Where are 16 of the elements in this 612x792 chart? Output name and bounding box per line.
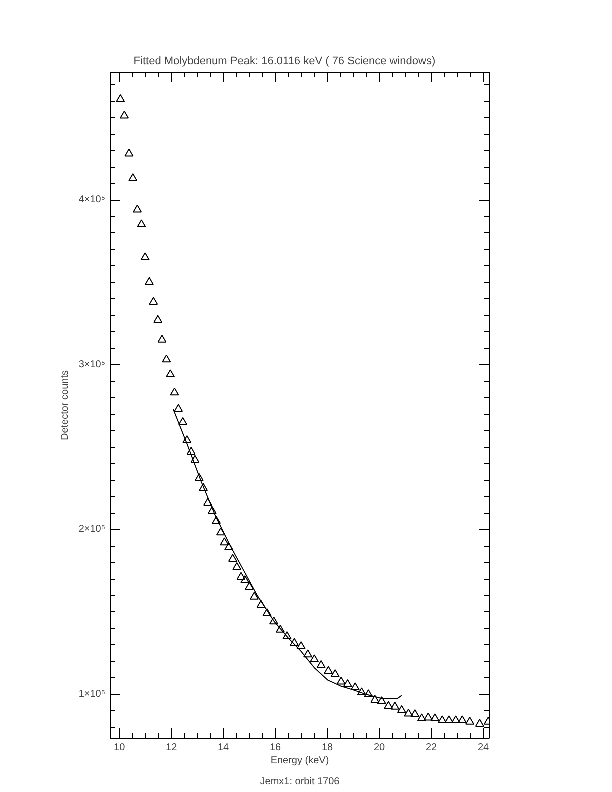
x-tick-label: 18 xyxy=(322,742,334,754)
x-tick-label: 24 xyxy=(478,742,490,754)
x-tick-label: 16 xyxy=(270,742,282,754)
chart-title: Fitted Molybdenum Peak: 16.0116 keV ( 76 Science windows) xyxy=(134,56,436,68)
x-tick-label: 10 xyxy=(114,742,126,754)
y-tick-label: 2×10⁵ xyxy=(78,524,106,536)
y-axis-title: Detector counts xyxy=(60,370,71,441)
x-tick-label: 12 xyxy=(166,742,178,754)
y-tick-label: 3×10⁵ xyxy=(78,359,106,370)
y-tick-label: 4×10⁵ xyxy=(78,194,106,206)
text: Jemx1: orbit 1706 xyxy=(260,776,340,788)
x-axis-title: Energy (keV) xyxy=(270,756,330,766)
y-tick-label: 1×10⁵ xyxy=(78,688,106,700)
x-tick-label: 14 xyxy=(218,742,230,754)
x-tick-label: 20 xyxy=(374,742,386,754)
x-tick-label: 22 xyxy=(426,742,438,754)
